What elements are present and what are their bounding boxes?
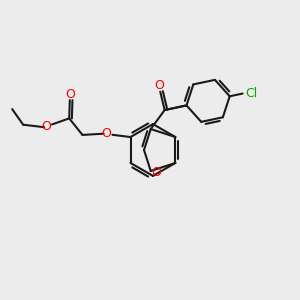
Text: O: O [155, 80, 165, 92]
Text: O: O [101, 128, 111, 140]
Text: O: O [41, 120, 51, 133]
Text: Cl: Cl [245, 87, 257, 100]
Text: O: O [65, 88, 75, 101]
Text: O: O [151, 166, 161, 179]
